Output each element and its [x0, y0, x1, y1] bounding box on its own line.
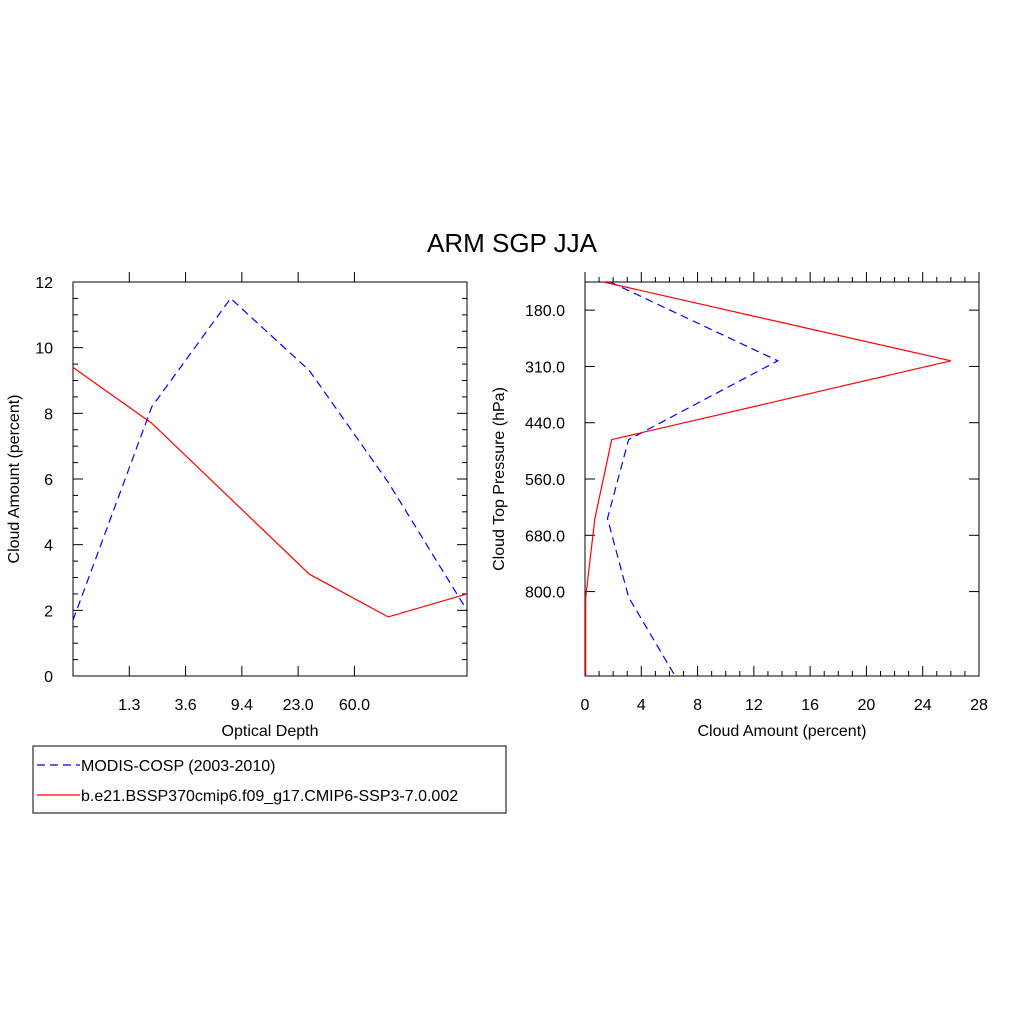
- left-y-tick-label: 12: [35, 275, 53, 292]
- right-plot-frame: [584, 281, 980, 677]
- right-x-tick-label: 4: [637, 697, 646, 714]
- right-x-axis-label: Cloud Amount (percent): [698, 723, 867, 740]
- right-y-tick-label: 310.0: [525, 359, 565, 376]
- left-series-line-0: [72, 297, 468, 621]
- legend-box: [32, 745, 507, 814]
- left-y-axis-label: Cloud Amount (percent): [6, 395, 23, 564]
- left-y-tick-label: 4: [44, 538, 53, 555]
- left-series-line-1: [72, 366, 468, 618]
- right-y-tick-label: 180.0: [525, 303, 565, 320]
- right-x-tick-label: 8: [693, 697, 702, 714]
- left-x-axis-label: Optical Depth: [222, 723, 319, 740]
- left-x-tick-label: 9.4: [231, 697, 253, 714]
- left-ticks: 0 2 4 6 8 10 12 1.3 3.6 9.4 23.0 60.0: [35, 272, 467, 714]
- right-y-tick-label: 800.0: [525, 585, 565, 602]
- right-y-axis-label: Cloud Top Pressure (hPa): [491, 387, 508, 571]
- left-y-tick-label: 6: [44, 472, 53, 489]
- right-y-tick-label: 560.0: [525, 472, 565, 489]
- left-plot: 0 2 4 6 8 10 12 1.3 3.6 9.4 23.0 60.0 Optical Depth…: [6, 272, 468, 740]
- left-x-tick-label: 3.6: [174, 697, 196, 714]
- left-y-tick-label: 8: [44, 406, 53, 423]
- left-y-tick-label: 10: [35, 341, 53, 358]
- right-x-tick-label: 16: [801, 697, 819, 714]
- left-lines: [72, 297, 468, 621]
- left-plot-frame: [72, 281, 468, 677]
- left-x-tick-label: 60.0: [339, 697, 370, 714]
- left-x-tick-label: 23.0: [283, 697, 314, 714]
- left-y-tick-label: 2: [44, 603, 53, 620]
- right-ticks: 0 4 8 12 16 20 24 28 180.0 310.0 440.0 560.0 680.0 80…: [525, 272, 988, 714]
- right-x-tick-label: 24: [914, 697, 932, 714]
- legend: MODIS-COSP (2003-2010) b.e21.BSSP370cmip…: [32, 745, 507, 814]
- right-lines: [585, 281, 952, 677]
- right-x-tick-label: 0: [581, 697, 590, 714]
- legend-label-modis: MODIS-COSP (2003-2010): [81, 758, 275, 775]
- figure-title: ARM SGP JJA: [427, 228, 598, 258]
- right-plot: 0 4 8 12 16 20 24 28 180.0 310.0 440.0 560.0 680.0 80…: [491, 272, 988, 740]
- legend-label-model: b.e21.BSSP370cmip6.f09_g17.CMIP6-SSP3-7.…: [81, 788, 458, 805]
- right-x-tick-label: 20: [858, 697, 876, 714]
- left-y-tick-label: 0: [44, 669, 53, 686]
- right-series-line-1: [585, 281, 952, 676]
- right-x-tick-label: 28: [970, 697, 988, 714]
- right-y-tick-label: 440.0: [525, 416, 565, 433]
- left-x-tick-label: 1.3: [118, 697, 140, 714]
- right-series-line-0: [606, 281, 780, 677]
- right-y-tick-label: 680.0: [525, 528, 565, 545]
- right-x-tick-label: 12: [745, 697, 763, 714]
